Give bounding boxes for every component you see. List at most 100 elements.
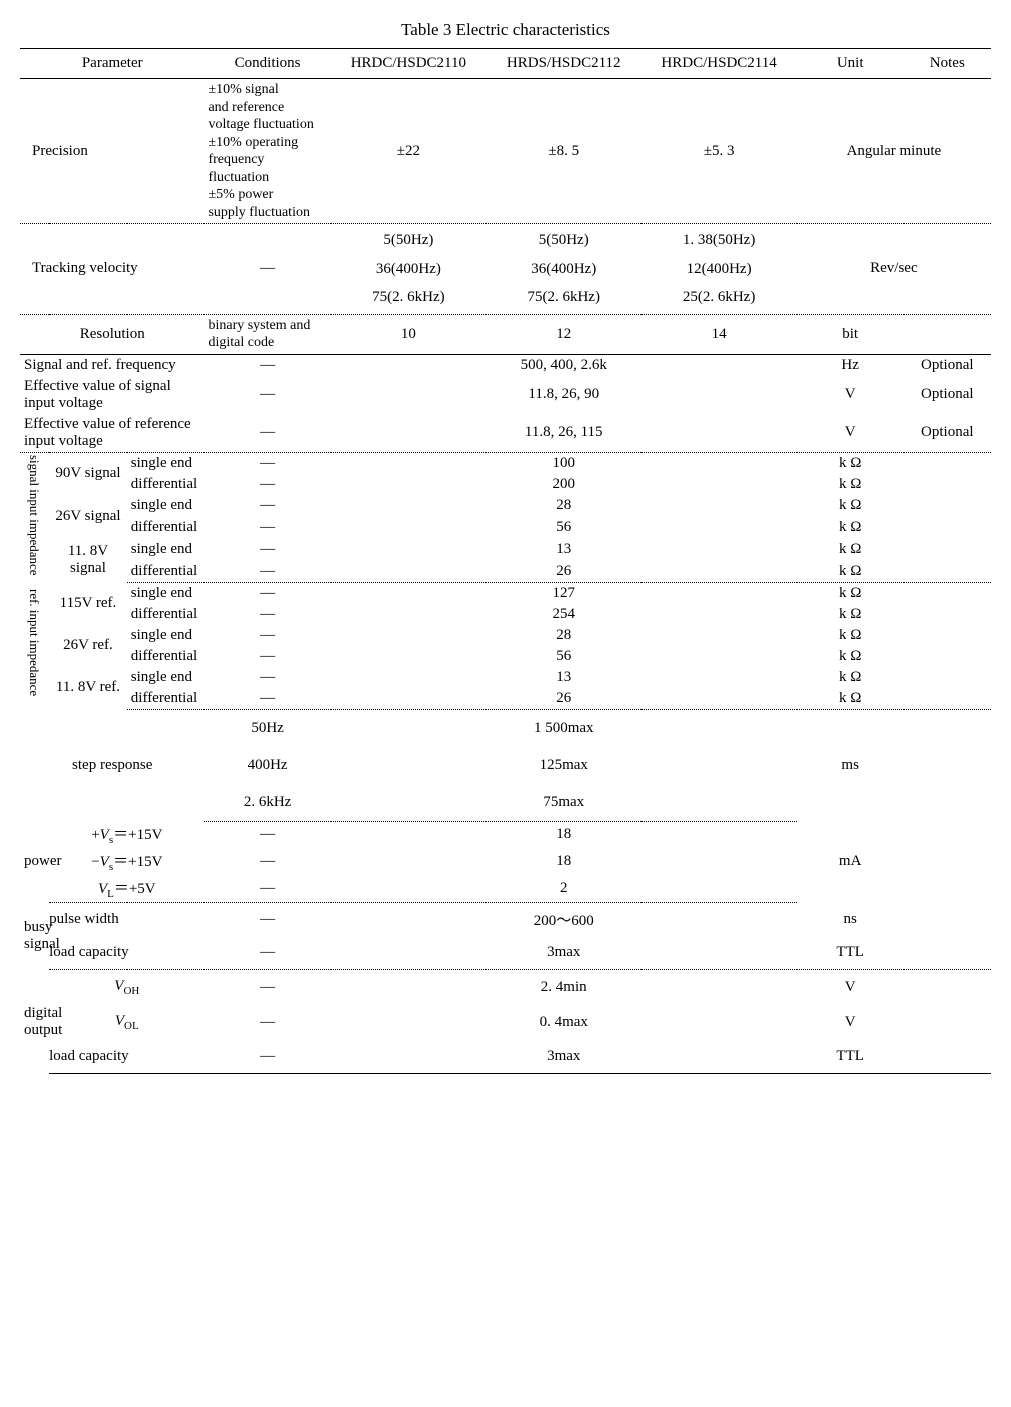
precision-v1: ±22 bbox=[331, 79, 486, 224]
row-rii-115df: differential — 254 k Ω bbox=[20, 604, 991, 625]
tracking-v1: 5(50Hz)36(400Hz)75(2. 6kHz) bbox=[331, 224, 486, 315]
row-rii-11df: differential — 26 k Ω bbox=[20, 688, 991, 710]
rii-26se-unit: k Ω bbox=[797, 625, 904, 646]
effref-cond: — bbox=[204, 414, 330, 453]
row-rii-26se: 26V ref. single end — 28 k Ω bbox=[20, 625, 991, 646]
busy-p2: load capacity bbox=[49, 936, 204, 970]
header-row: Parameter Conditions HRDC/HSDC2110 HRDS/… bbox=[20, 49, 991, 79]
step-v2: 125max bbox=[331, 747, 797, 784]
rii-26se-type: single end bbox=[127, 625, 205, 646]
row-sii-90se: signal input impedance 90V signal single… bbox=[20, 452, 991, 474]
rii-26se-cond: — bbox=[204, 625, 330, 646]
sii-90se-unit: k Ω bbox=[797, 452, 904, 474]
row-power-1: power +Vs＝+15V — 18 mA bbox=[20, 821, 991, 848]
effref-label: Effective value of reference input volta… bbox=[20, 414, 204, 453]
power-c3: — bbox=[204, 875, 330, 903]
busy-c1: — bbox=[204, 903, 330, 937]
sii-11se-type: single end bbox=[127, 538, 205, 561]
sigfreq-notes: Optional bbox=[904, 354, 991, 376]
resolution-label: Resolution bbox=[20, 314, 204, 354]
row-dig-2: VOL — 0. 4max V bbox=[20, 1005, 991, 1040]
row-effsig: Effective value of signal input voltage … bbox=[20, 376, 991, 414]
rii-11df-val: 26 bbox=[331, 688, 797, 710]
effref-val: 11.8, 26, 115 bbox=[331, 414, 797, 453]
tracking-label: Tracking velocity bbox=[20, 224, 204, 315]
rii-11se-cond: — bbox=[204, 667, 330, 688]
sii-11se-val: 13 bbox=[331, 538, 797, 561]
resolution-unit: bit bbox=[797, 314, 904, 354]
precision-cond: ±10% signaland referencevoltage fluctuat… bbox=[204, 79, 330, 224]
row-rii-26df: differential — 56 k Ω bbox=[20, 646, 991, 667]
row-sigfreq: Signal and ref. frequency — 500, 400, 2.… bbox=[20, 354, 991, 376]
tracking-v2: 5(50Hz)36(400Hz)75(2. 6kHz) bbox=[486, 224, 641, 315]
sigfreq-val: 500, 400, 2.6k bbox=[331, 354, 797, 376]
effsig-cond: — bbox=[204, 376, 330, 414]
rii-11se-val: 13 bbox=[331, 667, 797, 688]
sigfreq-cond: — bbox=[204, 354, 330, 376]
rii-26v: 26V ref. bbox=[49, 625, 127, 667]
dig-p2: VOL bbox=[49, 1005, 204, 1040]
step-c2: 400Hz bbox=[204, 747, 330, 784]
step-v1: 1 500max bbox=[331, 709, 797, 747]
row-sii-26se: 26V signal single end — 28 k Ω bbox=[20, 495, 991, 518]
precision-label: Precision bbox=[20, 79, 204, 224]
busy-u1: ns bbox=[797, 903, 904, 937]
dig-u1: V bbox=[797, 970, 904, 1006]
sii-group-label: signal input impedance bbox=[28, 455, 41, 576]
step-c1: 50Hz bbox=[204, 709, 330, 747]
sii-90se-type: single end bbox=[127, 452, 205, 474]
busy-v1: 200～600 bbox=[331, 903, 797, 937]
sii-11df-type: differential bbox=[127, 561, 205, 583]
hdr-c3: HRDC/HSDC2114 bbox=[641, 49, 796, 79]
effsig-notes: Optional bbox=[904, 376, 991, 414]
rii-11se-type: single end bbox=[127, 667, 205, 688]
step-v3: 75max bbox=[331, 784, 797, 822]
dig-p3: load capacity bbox=[49, 1040, 204, 1074]
power-c1: — bbox=[204, 821, 330, 848]
row-sii-11se: 11. 8V signal single end — 13 k Ω bbox=[20, 538, 991, 561]
row-dig-1: digital output VOH — 2. 4min V bbox=[20, 970, 991, 1006]
rii-26df-type: differential bbox=[127, 646, 205, 667]
dig-u2: V bbox=[797, 1005, 904, 1040]
rii-26df-unit: k Ω bbox=[797, 646, 904, 667]
power-p2: −Vs＝+15V bbox=[49, 848, 204, 875]
dig-v2: 0. 4max bbox=[331, 1005, 797, 1040]
precision-unit: Angular minute bbox=[797, 79, 991, 224]
sigfreq-unit: Hz bbox=[797, 354, 904, 376]
rii-26se-val: 28 bbox=[331, 625, 797, 646]
sii-11df-val: 26 bbox=[331, 561, 797, 583]
rii-115df-unit: k Ω bbox=[797, 604, 904, 625]
power-v2: 18 bbox=[331, 848, 797, 875]
sii-26se-val: 28 bbox=[331, 495, 797, 518]
power-unit: mA bbox=[797, 821, 904, 903]
sii-90v: 90V signal bbox=[49, 452, 127, 495]
hdr-c2: HRDS/HSDC2112 bbox=[486, 49, 641, 79]
power-v1: 18 bbox=[331, 821, 797, 848]
rii-group-label: ref. input impedance bbox=[28, 589, 41, 696]
row-busy-1: busy signal pulse width — 200～600 ns bbox=[20, 903, 991, 937]
sii-90se-val: 100 bbox=[331, 452, 797, 474]
effsig-val: 11.8, 26, 90 bbox=[331, 376, 797, 414]
resolution-v1: 10 bbox=[331, 314, 486, 354]
sii-11v: 11. 8V signal bbox=[49, 538, 127, 582]
busy-c2: — bbox=[204, 936, 330, 970]
dig-v1: 2. 4min bbox=[331, 970, 797, 1006]
row-effref: Effective value of reference input volta… bbox=[20, 414, 991, 453]
rii-115df-val: 254 bbox=[331, 604, 797, 625]
sii-26df-val: 56 bbox=[331, 517, 797, 538]
sii-90df-unit: k Ω bbox=[797, 474, 904, 495]
sii-26df-unit: k Ω bbox=[797, 517, 904, 538]
power-p1: +Vs＝+15V bbox=[49, 821, 204, 848]
dig-c3: — bbox=[204, 1040, 330, 1074]
dig-c2: — bbox=[204, 1005, 330, 1040]
characteristics-table: Parameter Conditions HRDC/HSDC2110 HRDS/… bbox=[20, 48, 991, 1074]
step-c3: 2. 6kHz bbox=[204, 784, 330, 822]
rii-115se-cond: — bbox=[204, 582, 330, 604]
sigfreq-label: Signal and ref. frequency bbox=[20, 354, 204, 376]
rii-115se-val: 127 bbox=[331, 582, 797, 604]
tracking-cond: — bbox=[204, 224, 330, 315]
row-busy-2: load capacity — 3max TTL bbox=[20, 936, 991, 970]
rii-26df-cond: — bbox=[204, 646, 330, 667]
step-label: step response bbox=[20, 709, 204, 821]
power-c2: — bbox=[204, 848, 330, 875]
